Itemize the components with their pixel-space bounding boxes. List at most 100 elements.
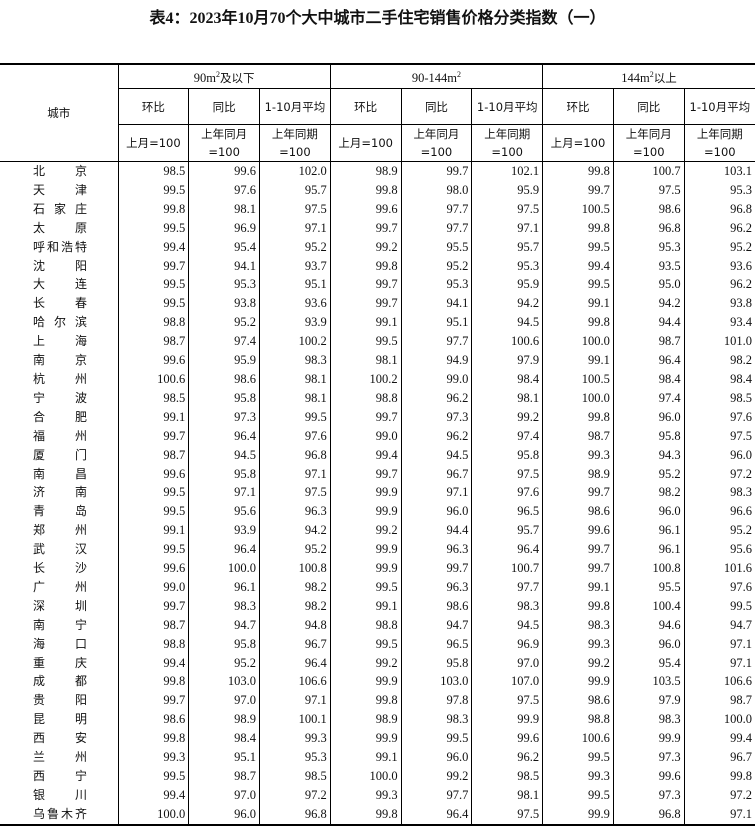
index-value-cell: 99.4 [329, 445, 402, 465]
index-value-cell: 100.8 [612, 559, 685, 578]
index-value-cell: 99.9 [471, 710, 543, 730]
table-row: 呼和浩特 99.4 95.4 95.2 99.2 95.5 95.7 99.5 95.3 95.2 [0, 237, 755, 257]
city-name: 南宁 [33, 617, 87, 632]
index-value-cell: 96.8 [612, 804, 685, 825]
index-value-cell: 99.6 [188, 161, 260, 181]
index-value-cell: 96.0 [400, 748, 472, 767]
index-value-cell: 96.4 [188, 426, 260, 446]
index-value-cell: 98.3 [259, 351, 331, 370]
index-value-cell: 97.0 [471, 653, 543, 673]
city-name: 杭州 [33, 371, 87, 386]
index-value-cell: 96.0 [188, 804, 260, 825]
index-value-cell: 97.4 [188, 332, 260, 352]
index-value-cell: 99.8 [683, 767, 755, 786]
base-header: 上年同期=100 [471, 124, 544, 162]
index-value-cell: 102.0 [259, 161, 331, 181]
index-value-cell: 97.4 [612, 388, 685, 408]
index-value-cell: 96.3 [400, 577, 472, 597]
sub-header: 环比 [118, 88, 190, 125]
city-cell: 成都 [0, 672, 118, 691]
index-value-cell: 95.2 [683, 237, 755, 257]
index-value-cell: 102.1 [471, 161, 543, 181]
index-value-cell: 96.6 [683, 502, 755, 522]
city-name: 重庆 [33, 655, 87, 670]
index-value-cell: 94.7 [188, 615, 260, 635]
index-value-cell: 98.4 [188, 729, 260, 749]
index-value-cell: 98.7 [117, 445, 189, 465]
index-value-cell: 97.5 [259, 483, 331, 503]
index-value-cell: 99.7 [400, 559, 472, 578]
table-body: 北京 98.5 99.6 102.0 98.9 99.7 102.1 99.8 100.7 103… [0, 161, 755, 825]
index-value-cell: 99.7 [329, 294, 402, 314]
city-name: 长春 [33, 296, 87, 311]
index-value-cell: 98.7 [612, 332, 685, 352]
city-name: 大连 [33, 277, 87, 292]
index-value-cell: 99.8 [117, 729, 189, 749]
table-row: 成都 99.8 103.0 106.6 99.9 103.0 107.0 99.9 103.5 1… [0, 672, 755, 692]
index-value-cell: 100.4 [612, 596, 685, 616]
city-cell: 郑州 [0, 521, 118, 540]
index-value-cell: 94.1 [188, 256, 260, 276]
index-value-cell: 99.5 [542, 237, 614, 257]
table-row: 青岛 99.5 95.6 96.3 99.9 96.0 96.5 98.6 96.0 96.6 [0, 502, 755, 522]
index-value-cell: 95.8 [188, 388, 260, 408]
index-value-cell: 98.5 [117, 161, 189, 181]
city-cell: 天津 [0, 181, 118, 200]
index-value-cell: 96.7 [259, 634, 331, 654]
index-value-cell: 96.4 [400, 804, 472, 825]
sub-header: 1-10月平均 [259, 88, 331, 125]
sub-header: 同比 [188, 88, 261, 125]
index-value-cell: 101.0 [683, 332, 755, 352]
index-value-cell: 99.8 [117, 199, 189, 219]
index-value-cell: 99.5 [329, 634, 402, 654]
city-name: 青岛 [33, 504, 87, 519]
index-value-cell: 96.0 [400, 502, 472, 522]
index-value-cell: 95.2 [683, 521, 755, 541]
index-value-cell: 99.9 [329, 502, 402, 522]
index-value-cell: 97.1 [259, 464, 331, 484]
index-value-cell: 99.4 [683, 729, 755, 749]
index-value-cell: 97.2 [259, 785, 331, 805]
index-value-cell: 97.8 [400, 691, 472, 711]
index-value-cell: 99.7 [542, 483, 614, 503]
city-cell: 银川 [0, 786, 118, 805]
table-row: 福州 99.7 96.4 97.6 99.0 96.2 97.4 98.7 95.8 97.5 [0, 426, 755, 446]
index-value-cell: 99.9 [329, 729, 402, 749]
city-name: 贵阳 [33, 693, 87, 708]
index-value-cell: 98.9 [188, 710, 260, 730]
index-value-cell: 100.0 [329, 767, 402, 786]
index-value-cell: 97.9 [471, 351, 543, 370]
city-cell: 石家庄 [0, 200, 118, 219]
city-cell: 长沙 [0, 559, 118, 578]
city-cell: 西宁 [0, 767, 118, 786]
index-value-cell: 97.3 [188, 407, 260, 427]
index-value-cell: 97.1 [259, 218, 331, 238]
index-value-cell: 96.2 [400, 388, 472, 408]
city-name: 哈尔滨 [33, 315, 87, 330]
city-name: 武汉 [33, 542, 87, 557]
index-value-cell: 98.1 [259, 388, 331, 408]
index-value-cell: 97.9 [612, 691, 685, 711]
group-header-medium: 90-144m2 [329, 63, 544, 89]
index-value-cell: 98.3 [188, 596, 260, 616]
index-value-cell: 95.3 [471, 256, 543, 276]
index-value-cell: 99.1 [117, 407, 189, 427]
index-value-cell: 96.8 [259, 804, 331, 825]
city-cell: 乌鲁木齐 [0, 805, 118, 825]
index-value-cell: 98.9 [329, 710, 402, 730]
city-cell: 北京 [0, 162, 118, 181]
city-name: 福州 [33, 428, 87, 443]
index-value-cell: 95.2 [188, 313, 260, 333]
index-value-cell: 99.6 [612, 767, 685, 786]
index-value-cell: 99.5 [400, 729, 472, 749]
index-value-cell: 99.7 [329, 275, 402, 295]
index-value-cell: 99.5 [117, 767, 189, 786]
index-value-cell: 94.1 [400, 294, 472, 314]
index-value-cell: 98.1 [471, 785, 543, 805]
index-value-cell: 98.6 [542, 691, 614, 711]
table-row: 重庆 99.4 95.2 96.4 99.2 95.8 97.0 99.2 95.4 97.1 [0, 653, 755, 673]
index-value-cell: 103.0 [188, 672, 260, 692]
index-value-cell: 99.7 [117, 596, 189, 616]
index-value-cell: 93.7 [259, 256, 331, 276]
index-value-cell: 95.8 [400, 653, 472, 673]
